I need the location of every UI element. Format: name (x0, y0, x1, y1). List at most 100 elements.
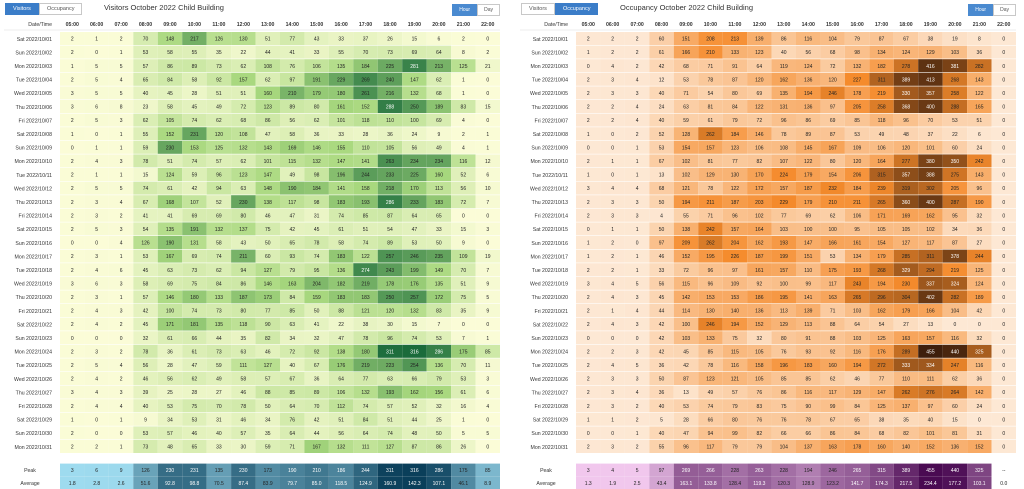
cell-value: 45 (143, 268, 149, 274)
tab-occupancy[interactable]: Occupancy (554, 3, 599, 15)
heatmap-cell (796, 276, 821, 290)
heatmap-cell (60, 181, 85, 195)
day-toggle-button[interactable]: Day (477, 4, 500, 16)
cell-value: 157 (780, 268, 789, 274)
cell-value: 182 (337, 281, 346, 287)
cell-value: 205 (853, 105, 862, 111)
heatmap-cell (722, 59, 748, 73)
cell-value: 4 (636, 77, 639, 83)
tab-occupancy[interactable]: Occupancy (38, 3, 83, 15)
cell-value: 0 (587, 336, 590, 342)
heatmap-cell (893, 412, 919, 426)
cell-value: 53 (659, 145, 665, 151)
cell-value: 62 (830, 377, 836, 383)
cell-value: 72 (830, 64, 836, 70)
heatmap-cell (576, 154, 601, 168)
footer-cell (918, 463, 943, 489)
heatmap-cell (820, 263, 845, 277)
heatmap-cell (747, 208, 772, 222)
heatmap-cell (600, 86, 625, 100)
heatmap-cell (918, 358, 943, 372)
tab-visitors[interactable]: Visitors (521, 3, 555, 15)
tab-visitors[interactable]: Visitors (5, 3, 39, 15)
hour-toggle-button[interactable]: Hour (452, 4, 478, 16)
heatmap-cell (698, 113, 723, 127)
cell-value: 76 (289, 64, 295, 70)
cell-value: 62 (265, 77, 271, 83)
heatmap-cell (133, 154, 158, 168)
cell-value: 44 (216, 336, 222, 342)
heatmap-cell (747, 399, 772, 413)
day-toggle-button[interactable]: Day (993, 4, 1016, 16)
cell-value: 3 (587, 281, 590, 287)
heatmap-cell (747, 426, 772, 440)
heatmap-cell (967, 236, 992, 249)
cell-value: 0 (95, 431, 98, 437)
heatmap-cell (157, 331, 183, 345)
cell-value: 96 (216, 173, 222, 179)
heatmap-cell (231, 100, 256, 113)
heatmap-cell (426, 290, 452, 304)
footer-cell (426, 463, 452, 489)
heatmap-cell (844, 32, 870, 45)
heatmap-cell (893, 344, 919, 358)
heatmap-cell (377, 440, 403, 453)
cell-value: 53 (436, 336, 442, 342)
cell-value: 257 (410, 295, 419, 301)
heatmap-cell (426, 236, 452, 249)
hour-header: 13:00 (777, 22, 790, 28)
heatmap-cell (796, 113, 821, 127)
average-value: 163.1 (680, 481, 693, 487)
cell-value: 106 (853, 213, 862, 219)
heatmap-cell (844, 385, 870, 399)
cell-value: 254 (410, 363, 419, 369)
cell-value: 65 (143, 77, 149, 83)
cell-value: 1 (587, 173, 590, 179)
heatmap-cell (426, 127, 452, 141)
cell-value: 118 (239, 322, 247, 328)
heatmap-cell (353, 140, 378, 154)
heatmap-cell (649, 344, 674, 358)
cell-value: 4 (120, 241, 123, 247)
heatmap-cell (918, 59, 943, 73)
cell-value: 153 (190, 145, 199, 151)
heatmap-cell (771, 127, 796, 141)
cell-value: 243 (853, 281, 862, 287)
cell-value: 47 (265, 132, 271, 138)
heatmap-cell (600, 440, 625, 453)
cell-value: 0 (1002, 118, 1005, 124)
heatmap-cell (820, 372, 845, 385)
heatmap-cell (844, 113, 870, 127)
heatmap-cell (624, 249, 650, 263)
cell-value: 78 (805, 417, 811, 423)
heatmap-cell (673, 72, 699, 86)
cell-value: 74 (216, 254, 222, 260)
cell-value: 152 (975, 445, 984, 451)
cell-value: 181 (190, 322, 199, 328)
cell-value: 135 (215, 322, 224, 328)
heatmap-cell (722, 195, 748, 209)
heatmap-cell (747, 127, 772, 141)
cell-value: 87 (952, 241, 958, 247)
heatmap-cell (869, 168, 894, 181)
cell-value: 163 (288, 281, 297, 287)
cell-value: 51 (265, 37, 271, 43)
heatmap-cell (280, 195, 305, 209)
heatmap-cell (157, 304, 183, 317)
heatmap-cell (426, 222, 452, 236)
cell-value: 140 (731, 309, 740, 315)
cell-value: 194 (877, 281, 886, 287)
cell-value: 149 (435, 268, 444, 274)
cell-value: 50 (436, 241, 442, 247)
cell-value: 131 (780, 105, 789, 111)
hour-toggle-button[interactable]: Hour (968, 4, 994, 16)
peak-label: Peak (540, 468, 552, 474)
heatmap-cell (475, 249, 500, 263)
heatmap-cell (967, 249, 992, 263)
heatmap-cell (771, 385, 796, 399)
date-label: Thu 2022/10/27 (16, 390, 52, 396)
cell-value: 78 (363, 336, 369, 342)
heatmap-cell (206, 86, 232, 100)
heatmap-cell (451, 236, 476, 249)
cell-value: 48 (903, 132, 909, 138)
